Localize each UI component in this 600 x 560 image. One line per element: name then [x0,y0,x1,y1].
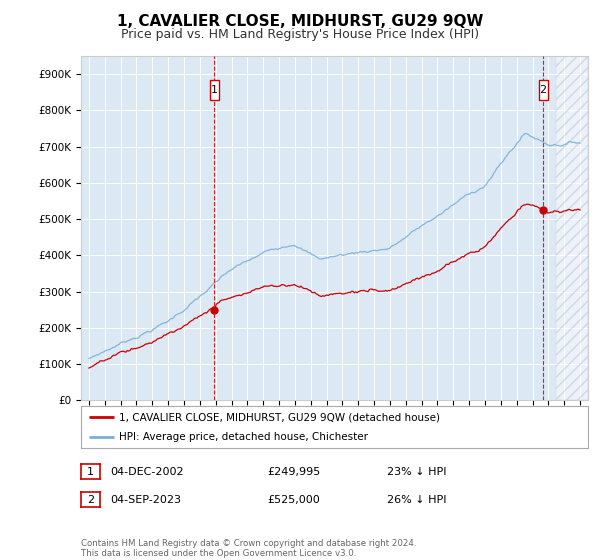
Text: Price paid vs. HM Land Registry's House Price Index (HPI): Price paid vs. HM Land Registry's House … [121,28,479,41]
Text: £525,000: £525,000 [267,494,320,505]
FancyBboxPatch shape [539,81,548,100]
Text: 26% ↓ HPI: 26% ↓ HPI [387,494,446,505]
Text: 23% ↓ HPI: 23% ↓ HPI [387,466,446,477]
Text: 04-SEP-2023: 04-SEP-2023 [110,494,181,505]
Bar [556,56,588,400]
Text: 1: 1 [87,466,94,477]
Text: 1, CAVALIER CLOSE, MIDHURST, GU29 9QW (detached house): 1, CAVALIER CLOSE, MIDHURST, GU29 9QW (d… [119,412,440,422]
Text: HPI: Average price, detached house, Chichester: HPI: Average price, detached house, Chic… [119,432,368,442]
Text: 1: 1 [211,86,218,95]
Text: 1, CAVALIER CLOSE, MIDHURST, GU29 9QW: 1, CAVALIER CLOSE, MIDHURST, GU29 9QW [117,14,483,29]
FancyBboxPatch shape [210,81,219,100]
Text: Contains HM Land Registry data © Crown copyright and database right 2024.
This d: Contains HM Land Registry data © Crown c… [81,539,416,558]
Text: 04-DEC-2002: 04-DEC-2002 [110,466,184,477]
Text: 2: 2 [87,494,94,505]
Text: £249,995: £249,995 [267,466,320,477]
Text: 2: 2 [539,86,547,95]
